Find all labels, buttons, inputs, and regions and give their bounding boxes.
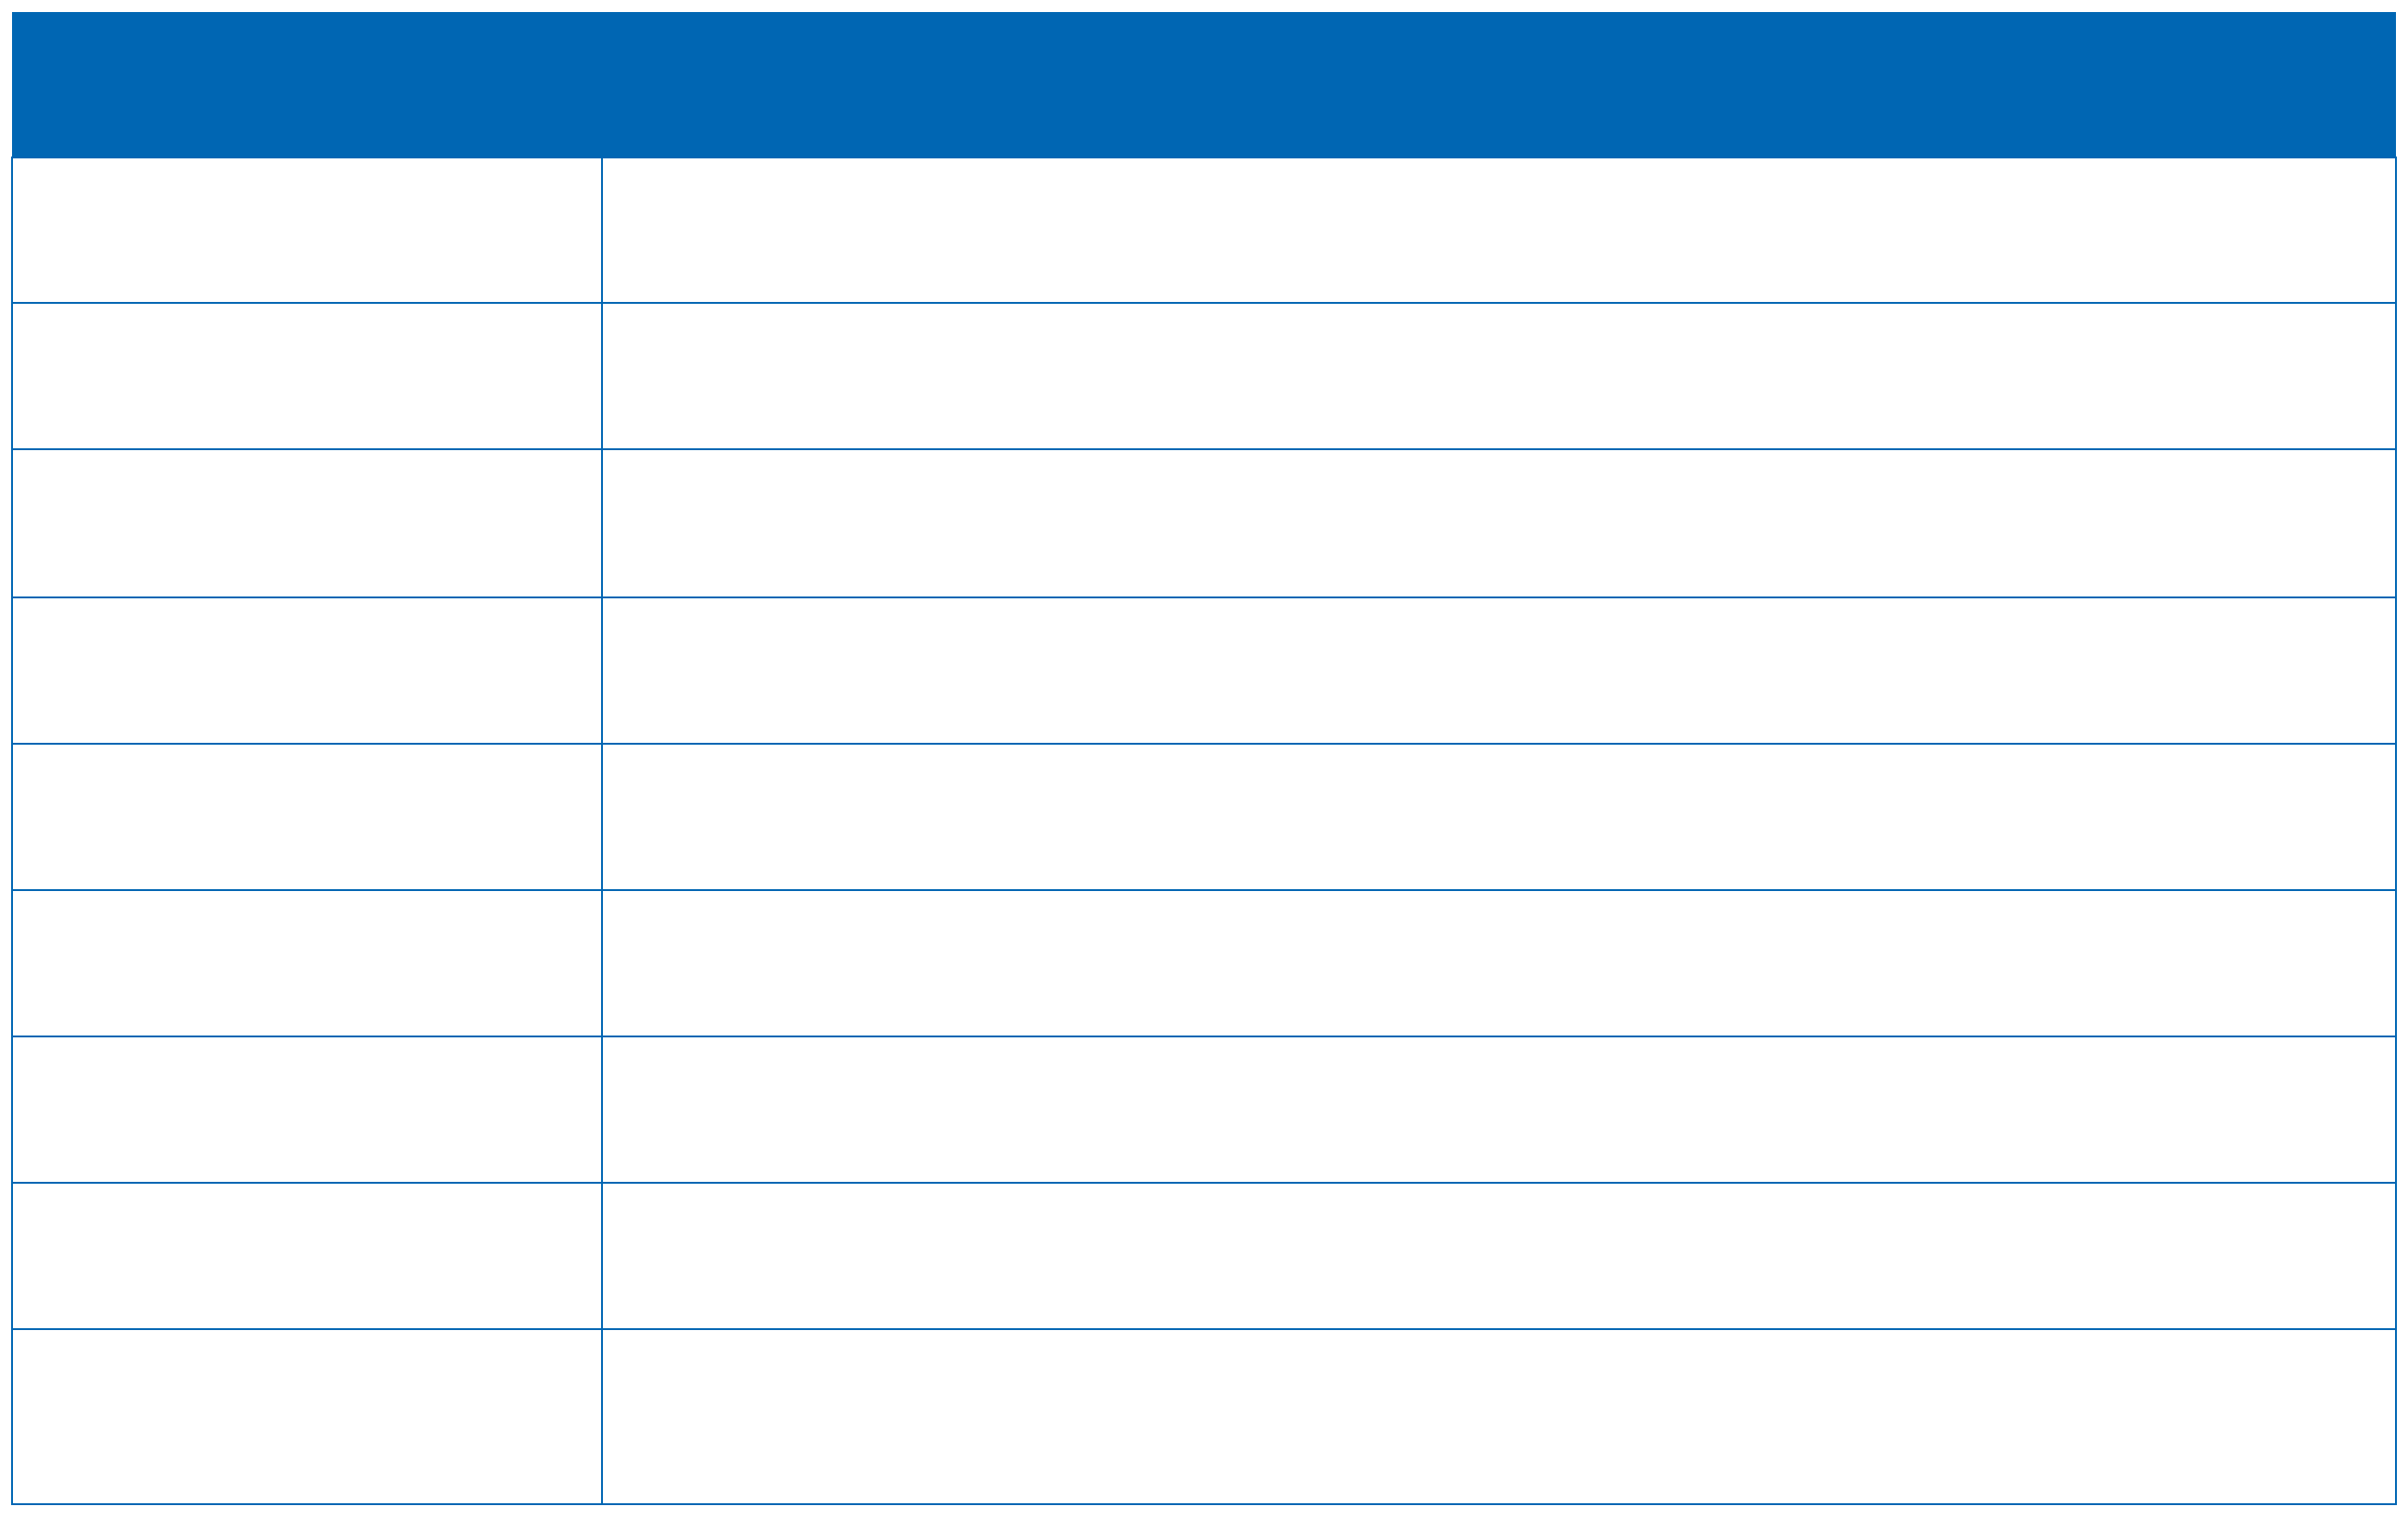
table-border: [11, 157, 2397, 1505]
table-header: [12, 12, 2396, 157]
